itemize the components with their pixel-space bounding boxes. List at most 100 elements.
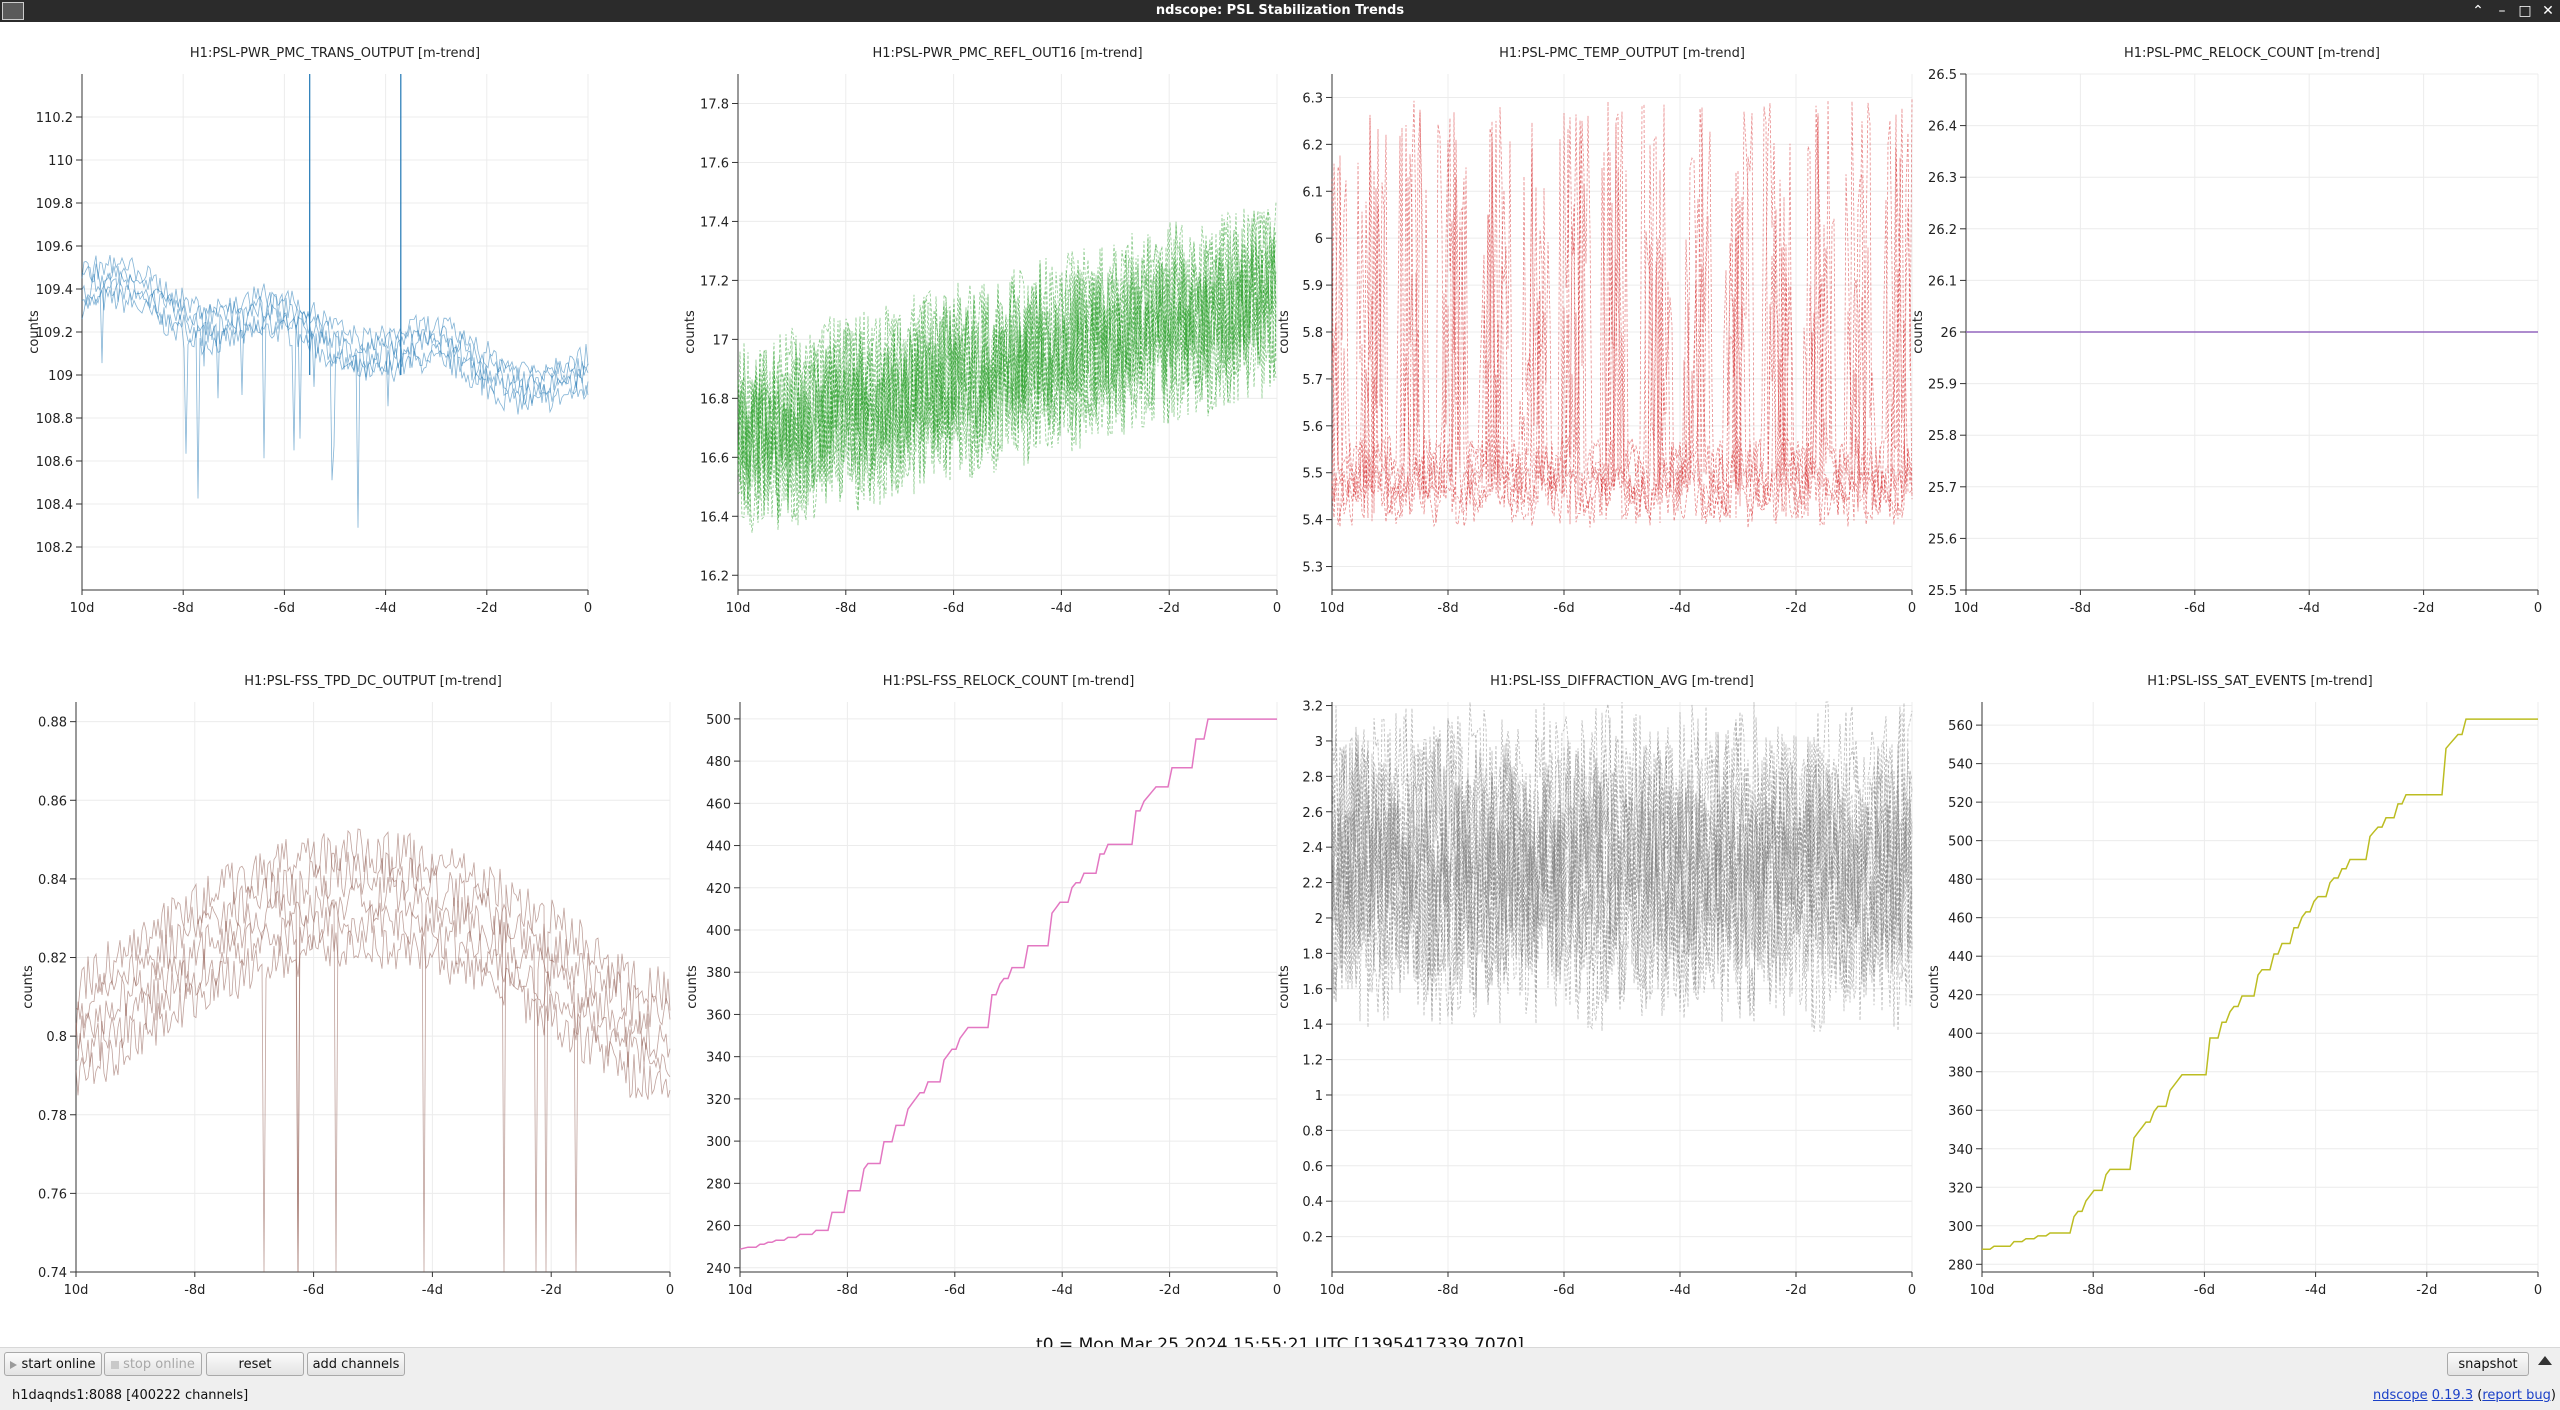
reset-button[interactable]: reset bbox=[206, 1352, 304, 1376]
plot-area[interactable]: H1:PSL-PWR_PMC_TRANS_OUTPUT [m-trend] cou… bbox=[0, 22, 2560, 1355]
plot-panel[interactable]: H1:PSL-PWR_PMC_REFL_OUT16 [m-trend] count… bbox=[683, 46, 1281, 616]
y-tick-label: 440 bbox=[706, 840, 731, 855]
y-tick-label: 0.84 bbox=[38, 873, 67, 888]
y-tick-label: 25.8 bbox=[1928, 429, 1957, 444]
series-trace bbox=[75, 828, 671, 1273]
window-menu-icon[interactable]: ⌃ bbox=[2472, 3, 2484, 19]
plot-grid[interactable]: H1:PSL-PWR_PMC_TRANS_OUTPUT [m-trend] cou… bbox=[0, 22, 2560, 1312]
series-trace bbox=[1331, 704, 1913, 941]
plot-panel[interactable]: H1:PSL-ISS_DIFFRACTION_AVG [m-trend] coun… bbox=[1277, 674, 1916, 1298]
series-trace bbox=[75, 923, 671, 1273]
series-trace bbox=[1331, 794, 1913, 1032]
series-trace bbox=[81, 278, 589, 407]
x-tick-label: -6d bbox=[2194, 1283, 2215, 1298]
x-tick-label: -2d bbox=[1785, 1283, 1806, 1298]
plot-panel[interactable]: H1:PSL-FSS_TPD_DC_OUTPUT [m-trend] counts… bbox=[21, 674, 674, 1298]
y-tick-label: 16.8 bbox=[700, 392, 729, 407]
start-online-button[interactable]: start online bbox=[4, 1352, 102, 1376]
plot-panel[interactable]: H1:PSL-PMC_TEMP_OUTPUT [m-trend] counts 5.… bbox=[1277, 46, 1916, 616]
y-tick-label: 5.6 bbox=[1302, 420, 1323, 435]
y-tick-label: 540 bbox=[1948, 758, 1973, 773]
x-tick-label: -8d bbox=[1437, 1283, 1458, 1298]
y-tick-label: 5.7 bbox=[1302, 373, 1323, 388]
x-tick-label: -6d bbox=[2184, 601, 2205, 616]
x-tick-label: 10d bbox=[1320, 1283, 1345, 1298]
maximize-icon[interactable]: □ bbox=[2518, 3, 2532, 19]
y-tick-label: 25.5 bbox=[1928, 584, 1957, 599]
series-trace bbox=[1331, 701, 1913, 938]
x-tick-label: -6d bbox=[1553, 1283, 1574, 1298]
x-tick-label: -8d bbox=[837, 1283, 858, 1298]
y-tick-label: 26 bbox=[1940, 326, 1957, 341]
series-trace bbox=[1331, 99, 1913, 528]
plot-panel[interactable]: H1:PSL-FSS_RELOCK_COUNT [m-trend] counts 2… bbox=[685, 674, 1281, 1298]
series-trace bbox=[81, 263, 589, 481]
close-icon[interactable]: ✕ bbox=[2542, 3, 2554, 19]
y-tick-label: 6.2 bbox=[1302, 138, 1323, 153]
y-tick-label: 1.6 bbox=[1302, 983, 1323, 998]
collapse-icon[interactable] bbox=[2538, 1356, 2552, 1365]
ndscope-link[interactable]: ndscope bbox=[2372, 1388, 2428, 1403]
plot-panel[interactable]: H1:PSL-PMC_RELOCK_COUNT [m-trend] counts 2… bbox=[1911, 46, 2542, 616]
y-tick-label: 5.4 bbox=[1302, 514, 1323, 529]
plot-title: H1:PSL-PMC_RELOCK_COUNT [m-trend] bbox=[2124, 46, 2380, 61]
y-tick-label: 460 bbox=[706, 797, 731, 812]
plot-title: H1:PSL-FSS_TPD_DC_OUTPUT [m-trend] bbox=[244, 674, 502, 689]
y-tick-label: 108.4 bbox=[36, 498, 73, 513]
y-tick-label: 360 bbox=[1948, 1104, 1973, 1119]
y-tick-label: 2.6 bbox=[1302, 806, 1323, 821]
minimize-icon[interactable]: – bbox=[2498, 3, 2506, 19]
y-tick-label: 25.7 bbox=[1928, 481, 1957, 496]
y-tick-label: 420 bbox=[1948, 989, 1973, 1004]
y-tick-label: 3.2 bbox=[1302, 700, 1323, 715]
y-tick-label: 109.4 bbox=[36, 283, 73, 298]
series-trace bbox=[1331, 743, 1913, 988]
y-tick-label: 560 bbox=[1948, 719, 1973, 734]
y-axis-label: counts bbox=[27, 310, 42, 354]
x-tick-label: 10d bbox=[1954, 601, 1979, 616]
server-status: h1daqnds1:8088 [400222 channels] bbox=[12, 1388, 249, 1403]
y-tick-label: 0.76 bbox=[38, 1187, 67, 1202]
x-tick-label: 0 bbox=[2534, 601, 2542, 616]
y-tick-label: 440 bbox=[1948, 950, 1973, 965]
x-tick-label: 10d bbox=[728, 1283, 753, 1298]
x-tick-label: -8d bbox=[184, 1283, 205, 1298]
y-tick-label: 320 bbox=[706, 1093, 731, 1108]
plot-panel[interactable]: H1:PSL-ISS_SAT_EVENTS [m-trend] counts 280… bbox=[1927, 674, 2542, 1298]
report-bug-link[interactable]: report bug bbox=[2482, 1388, 2551, 1403]
y-tick-label: 3 bbox=[1315, 735, 1323, 750]
x-tick-label: -6d bbox=[944, 1283, 965, 1298]
y-tick-label: 300 bbox=[1948, 1220, 1973, 1235]
y-axis-label: counts bbox=[1277, 310, 1292, 354]
plot-panel[interactable]: H1:PSL-PWR_PMC_TRANS_OUTPUT [m-trend] cou… bbox=[27, 46, 592, 616]
y-tick-label: 500 bbox=[706, 713, 731, 728]
y-tick-label: 380 bbox=[1948, 1066, 1973, 1081]
y-tick-label: 108.8 bbox=[36, 412, 73, 427]
snapshot-button[interactable]: snapshot bbox=[2447, 1352, 2529, 1376]
y-tick-label: 2 bbox=[1315, 912, 1323, 927]
x-tick-label: -4d bbox=[1669, 1283, 1690, 1298]
y-tick-label: 25.6 bbox=[1928, 532, 1957, 547]
window-titlebar: ndscope: PSL Stabilization Trends ⌃ – □ … bbox=[0, 0, 2560, 22]
plot-title: H1:PSL-PWR_PMC_REFL_OUT16 [m-trend] bbox=[872, 46, 1142, 61]
y-tick-label: 16.6 bbox=[700, 451, 729, 466]
version-link[interactable]: 0.19.3 bbox=[2431, 1388, 2474, 1403]
play-icon bbox=[10, 1360, 18, 1369]
x-tick-label: -4d bbox=[1669, 601, 1690, 616]
y-tick-label: 17 bbox=[712, 333, 729, 348]
add-channels-button[interactable]: add channels bbox=[307, 1352, 405, 1376]
y-tick-label: 17.2 bbox=[700, 274, 729, 289]
x-tick-label: -8d bbox=[2070, 601, 2091, 616]
y-tick-label: 2.8 bbox=[1302, 770, 1323, 785]
y-axis-label: counts bbox=[685, 965, 700, 1009]
x-tick-label: -4d bbox=[1051, 601, 1072, 616]
y-tick-label: 110 bbox=[48, 154, 73, 169]
y-tick-label: 380 bbox=[706, 966, 731, 981]
stop-online-button[interactable]: stop online bbox=[104, 1352, 202, 1376]
series-trace bbox=[1331, 103, 1913, 528]
y-tick-label: 0.8 bbox=[1302, 1124, 1323, 1139]
y-tick-label: 6 bbox=[1315, 232, 1323, 247]
series-trace bbox=[739, 718, 1277, 1250]
series-trace bbox=[1982, 718, 2538, 1250]
y-tick-label: 17.4 bbox=[700, 215, 729, 230]
